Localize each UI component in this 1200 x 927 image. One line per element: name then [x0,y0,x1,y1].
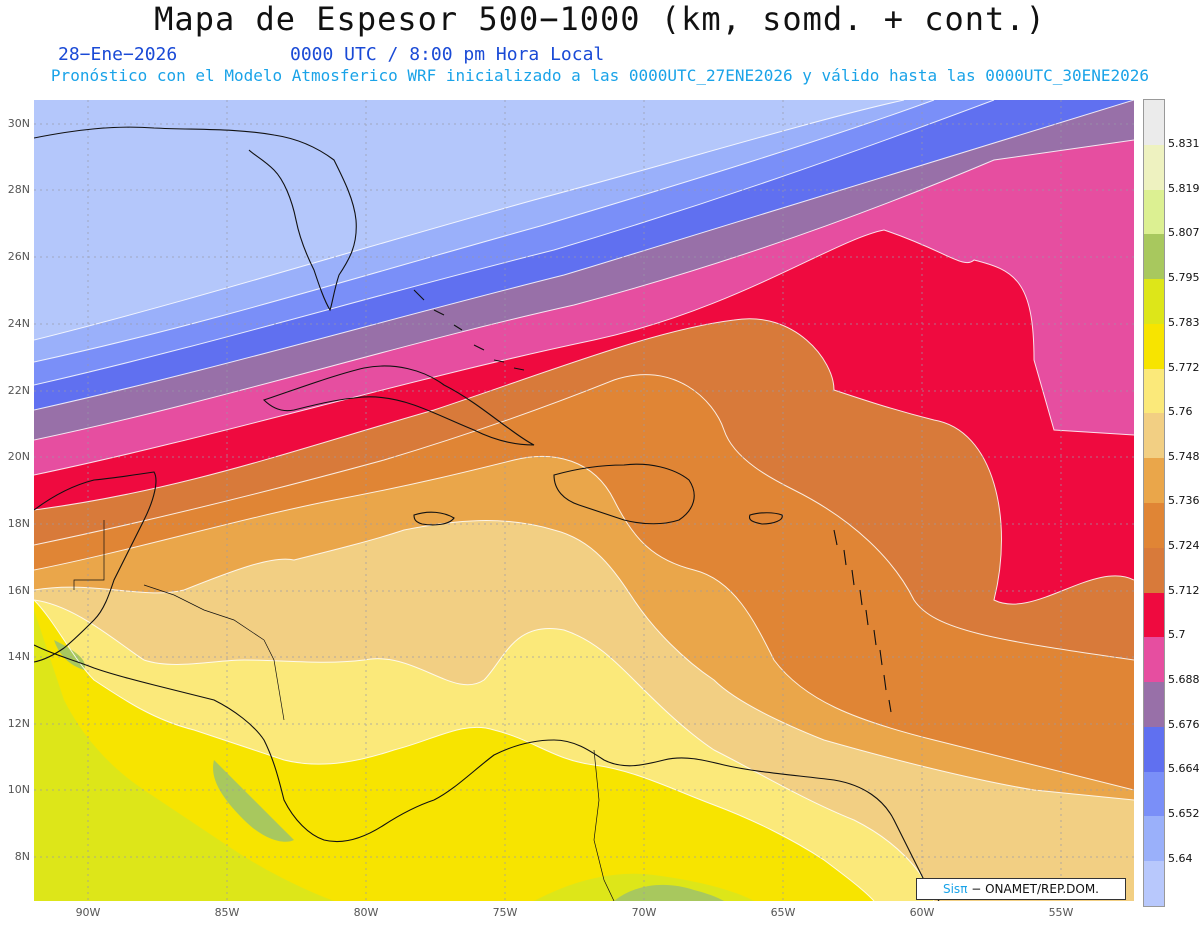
brand-label: Sisπ [942,882,968,896]
forecast-description: Pronóstico con el Modelo Atmosferico WRF… [50,66,1150,85]
band-5807c [54,640,85,670]
colorbar-segment [1144,503,1164,548]
colorbar-label: 5.676 [1168,718,1200,731]
band-5795 [34,610,334,901]
coastlines [34,126,940,901]
colorbar-segment [1144,100,1164,145]
map-title: Mapa de Espesor 500−1000 (km, somd. + co… [154,0,1046,38]
lat-label: 30N [7,117,30,130]
colorbar-segment [1144,279,1164,325]
colorbar-label: 5.748 [1168,450,1200,463]
colorbar-label: 5.664 [1168,762,1200,775]
colorbar-segment [1144,189,1164,235]
colorbar-label: 5.831 [1168,137,1200,150]
colorbar-label: 5.736 [1168,494,1200,507]
colorbar-label: 5.7 [1168,628,1186,641]
colorbar-segment [1144,726,1164,772]
colorbar-segment [1144,682,1164,728]
band-5807 [213,760,294,842]
colorbar-label: 5.724 [1168,539,1200,552]
colorbar-label: 5.652 [1168,807,1200,820]
colorbar-segment [1144,861,1164,907]
colorbar-segment [1144,368,1164,414]
lat-label: 12N [7,717,30,730]
lat-label: 22N [7,384,30,397]
colorbar-label: 5.64 [1168,852,1193,865]
valid-date: 28−Ene−2026 [58,44,178,65]
lat-label: 16N [7,584,30,597]
colorbar-label: 5.819 [1168,182,1200,195]
borders [73,520,615,901]
lat-label: 14N [7,650,30,663]
lon-label: 75W [492,906,518,919]
colorbar-segment [1144,323,1164,369]
lon-label: 85W [214,906,240,919]
colorbar-label: 5.712 [1168,584,1200,597]
colorbar-segment [1144,637,1164,683]
map-canvas [34,100,1134,901]
colorbar-segment [1144,592,1164,638]
colorbar-label: 5.76 [1168,405,1193,418]
contour-lines [34,100,1134,901]
band-5807b [614,884,724,901]
colorbar-label: 5.795 [1168,271,1200,284]
colorbar-segment [1144,144,1164,190]
lon-label: 65W [770,906,796,919]
lat-label: 24N [7,317,30,330]
lat-label: 10N [7,783,30,796]
valid-time: 0000 UTC / 8:00 pm Hora Local [290,44,605,65]
lon-label: 80W [353,906,379,919]
colorbar-segment [1144,234,1164,280]
colorbar [1143,99,1165,907]
lon-label: 70W [631,906,657,919]
colorbar-segment [1144,771,1164,817]
colorbar-label: 5.783 [1168,316,1200,329]
colorbar-segment [1144,458,1164,504]
graticule [34,100,1134,901]
colorbar-label: 5.688 [1168,673,1200,686]
colorbar-segment [1144,547,1164,593]
lon-label: 90W [75,906,101,919]
lon-label: 60W [909,906,935,919]
colorbar-segment [1144,816,1164,862]
credit-text: − ONAMET/REP.DOM. [967,882,1099,896]
lat-label: 18N [7,517,30,530]
colorbar-segment [1144,413,1164,459]
lat-label: 8N [14,850,30,863]
lat-label: 20N [7,450,30,463]
credit-box: Sisπ − ONAMET/REP.DOM. [916,878,1126,900]
band-5783 [34,600,874,901]
colorbar-label: 5.772 [1168,361,1200,374]
lat-label: 28N [7,183,30,196]
lat-label: 26N [7,250,30,263]
colorbar-label: 5.807 [1168,226,1200,239]
thickness-map [34,100,1134,901]
lon-label: 55W [1048,906,1074,919]
